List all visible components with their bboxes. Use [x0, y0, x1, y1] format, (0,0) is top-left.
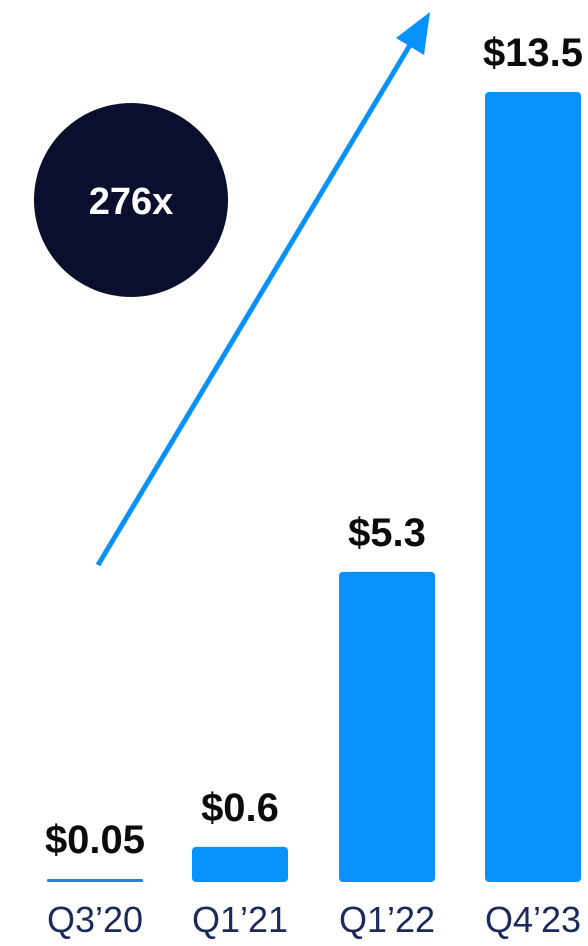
bar-1	[47, 879, 143, 882]
x-tick-label-3: Q1’22	[339, 899, 435, 940]
badge-text: 276x	[89, 181, 174, 223]
value-label-3: $5.3	[348, 511, 426, 555]
x-tick-label-2: Q1’21	[192, 899, 288, 940]
bars-group	[47, 92, 581, 882]
bar-2	[192, 846, 288, 882]
growth-arrow	[95, 12, 430, 567]
value-label-1: $0.05	[45, 818, 145, 862]
growth-multiple-badge: 276x	[34, 103, 228, 297]
x-tick-label-4: Q4’23	[485, 899, 581, 940]
bar-3	[339, 571, 435, 882]
badge-circle	[34, 103, 228, 297]
value-label-2: $0.6	[201, 786, 279, 830]
growth-arrow-head	[396, 12, 430, 55]
x-axis-tick-labels: Q3’20 Q1’21 Q1’22 Q4’23	[47, 899, 581, 940]
x-tick-label-1: Q3’20	[47, 899, 143, 940]
bar-4	[485, 92, 581, 882]
value-labels-group: $0.05 $0.6 $5.3 $13.5	[45, 31, 583, 862]
value-label-4: $13.5	[483, 31, 583, 75]
growth-arrow-shaft	[95, 43, 413, 567]
